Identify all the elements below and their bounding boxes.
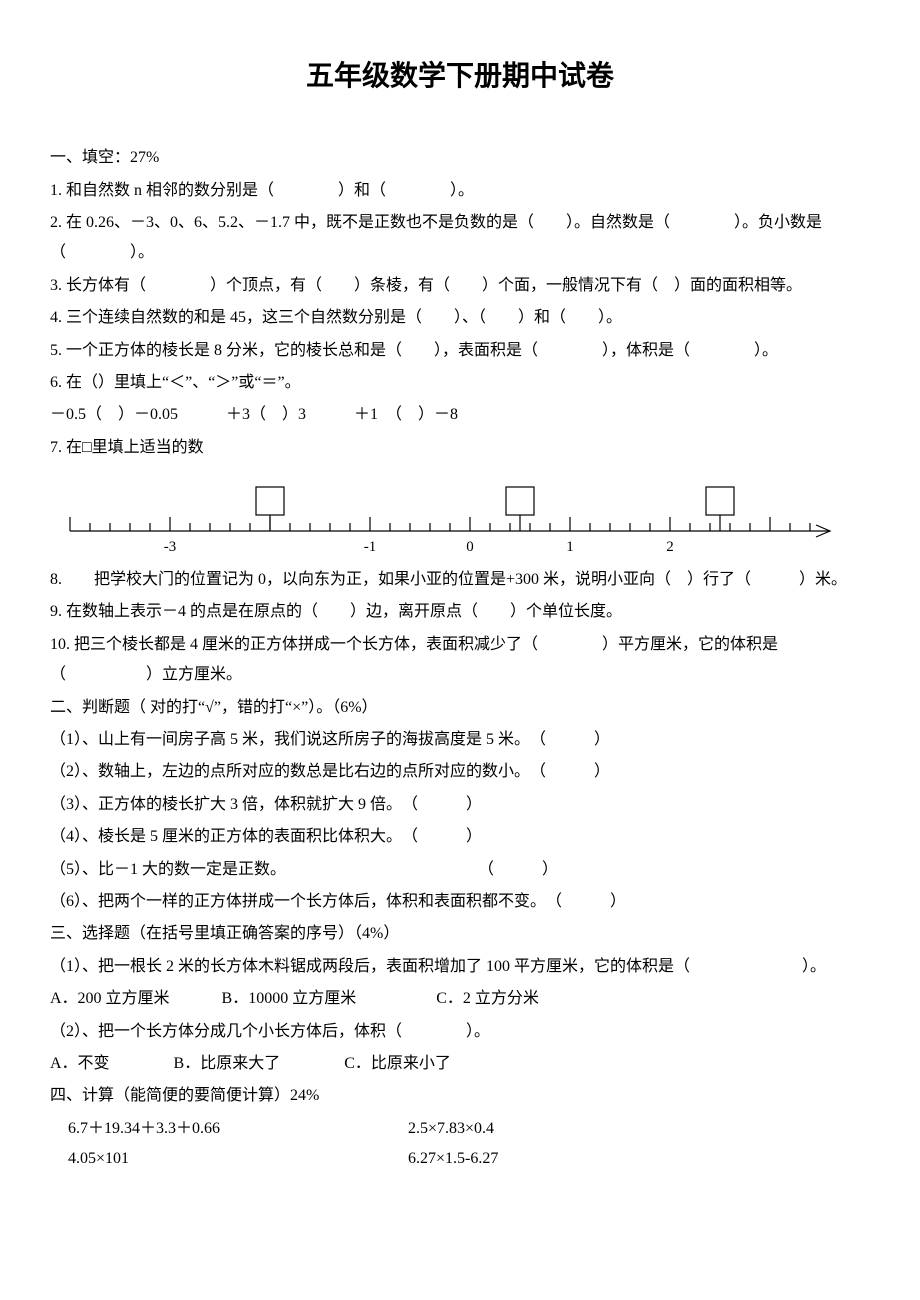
q3-2-opts: A．不变 B．比原来大了 C．比原来小了 bbox=[50, 1049, 870, 1079]
calc-row-2: 4.05×101 6.27×1.5-6.27 bbox=[50, 1144, 870, 1174]
q2-3: （3）、正方体的棱长扩大 3 倍，体积就扩大 9 倍。 （ ） bbox=[50, 790, 870, 820]
q1-7: 7. 在□里填上适当的数 bbox=[50, 433, 870, 463]
q2-2: （2）、数轴上，左边的点所对应的数总是比右边的点所对应的数小。 （ ） bbox=[50, 757, 870, 787]
q1-6: 6. 在（）里填上“＜”、“＞”或“＝”。 bbox=[50, 368, 870, 398]
q3-2: （2）、把一个长方体分成几个小长方体后，体积（ ）。 bbox=[50, 1017, 870, 1047]
calc-1b: 2.5×7.83×0.4 bbox=[408, 1114, 494, 1144]
q1-3: 3. 长方体有（ ）个顶点，有（ ）条棱，有（ ）个面，一般情况下有（ ）面的面… bbox=[50, 271, 870, 301]
svg-text:-1: -1 bbox=[364, 539, 377, 555]
svg-text:-3: -3 bbox=[164, 539, 177, 555]
q1-5: 5. 一个正方体的棱长是 8 分米，它的棱长总和是（ ），表面积是（ ），体积是… bbox=[50, 336, 870, 366]
section4-header: 四、计算（能简便的要简便计算）24% bbox=[50, 1081, 870, 1111]
q1-9: 9. 在数轴上表示－4 的点是在原点的（ ）边，离开原点（ ）个单位长度。 bbox=[50, 597, 870, 627]
section3-header: 三、选择题（在括号里填正确答案的序号）（4%） bbox=[50, 919, 870, 949]
page-title: 五年级数学下册期中试卷 bbox=[50, 50, 870, 103]
q2-6: （6）、把两个一样的正方体拼成一个长方体后，体积和表面积都不变。 （ ） bbox=[50, 887, 870, 917]
section2-header: 二、判断题（ 对的打“√”，错的打“×”）。（6%） bbox=[50, 693, 870, 723]
q1-1: 1. 和自然数 n 相邻的数分别是（ ）和（ ）。 bbox=[50, 176, 870, 206]
number-line: -3 -1 0 1 2 bbox=[50, 471, 870, 561]
svg-text:0: 0 bbox=[466, 539, 474, 555]
q1-4: 4. 三个连续自然数的和是 45，这三个自然数分别是（ ）、（ ）和（ ）。 bbox=[50, 303, 870, 333]
q1-2: 2. 在 0.26、－3、0、6、5.2、－1.7 中，既不是正数也不是负数的是… bbox=[50, 208, 870, 269]
calc-2b: 6.27×1.5-6.27 bbox=[408, 1144, 498, 1174]
q1-6b: －0.5（ ）－0.05 ＋3（ ）3 ＋1 （ ）－8 bbox=[50, 400, 870, 430]
q3-1: （1）、把一根长 2 米的长方体木料锯成两段后，表面积增加了 100 平方厘米，… bbox=[50, 952, 870, 982]
q1-10: 10. 把三个棱长都是 4 厘米的正方体拼成一个长方体，表面积减少了（ ）平方厘… bbox=[50, 630, 870, 691]
svg-text:2: 2 bbox=[666, 539, 674, 555]
q2-4: （4）、棱长是 5 厘米的正方体的表面积比体积大。 （ ） bbox=[50, 822, 870, 852]
q1-8: 8. 把学校大门的位置记为 0，以向东为正，如果小亚的位置是+300 米，说明小… bbox=[50, 565, 870, 595]
svg-text:1: 1 bbox=[566, 539, 574, 555]
section1-header: 一、填空：27% bbox=[50, 143, 870, 173]
calc-2a: 4.05×101 bbox=[50, 1144, 408, 1174]
q2-1: （1）、山上有一间房子高 5 米，我们说这所房子的海拔高度是 5 米。 （ ） bbox=[50, 725, 870, 755]
calc-row-1: 6.7＋19.34＋3.3＋0.66 2.5×7.83×0.4 bbox=[50, 1114, 870, 1144]
number-line-svg: -3 -1 0 1 2 bbox=[50, 471, 850, 561]
q2-5: （5）、比－1 大的数一定是正数。 （ ） bbox=[50, 855, 870, 885]
calc-1a: 6.7＋19.34＋3.3＋0.66 bbox=[50, 1114, 408, 1144]
q3-1-opts: A．200 立方厘米 B．10000 立方厘米 C．2 立方分米 bbox=[50, 984, 870, 1014]
